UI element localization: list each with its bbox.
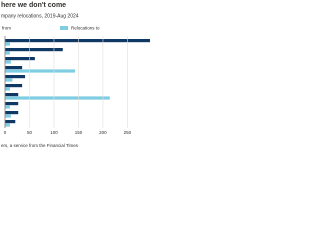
bar bbox=[5, 93, 19, 97]
x-tick-label: 150 bbox=[75, 130, 83, 135]
bar bbox=[5, 48, 63, 52]
legend-label: Relocations to bbox=[71, 26, 100, 31]
bar bbox=[5, 42, 10, 46]
bar bbox=[5, 39, 150, 43]
x-tick-label: 200 bbox=[99, 130, 107, 135]
x-tick-label: 0 bbox=[4, 130, 7, 135]
x-tick-label: 50 bbox=[27, 130, 33, 135]
bar bbox=[5, 75, 26, 79]
bar bbox=[5, 66, 23, 70]
source-note: ers, a service from the Financial Times bbox=[1, 143, 79, 148]
plot-area bbox=[5, 39, 150, 127]
bar bbox=[5, 57, 35, 61]
x-tick-label: 250 bbox=[124, 130, 132, 135]
bar bbox=[5, 87, 10, 91]
bar bbox=[5, 60, 11, 64]
bar bbox=[5, 78, 13, 82]
bar bbox=[5, 51, 10, 55]
bar bbox=[5, 96, 110, 100]
bar bbox=[5, 84, 23, 88]
chart-title: here we don't come bbox=[1, 2, 66, 9]
bar bbox=[5, 120, 16, 124]
bar bbox=[5, 69, 76, 73]
legend-label: from bbox=[2, 26, 11, 31]
bar bbox=[5, 114, 11, 118]
bar bbox=[5, 123, 10, 127]
bar bbox=[5, 102, 19, 106]
chart-subtitle: mpany relocations, 2019-Aug 2024 bbox=[1, 13, 79, 19]
page: {"chart_data": {"type": "hbar", "title":… bbox=[1, 1, 150, 149]
x-tick-label: 100 bbox=[50, 130, 58, 135]
bar bbox=[5, 111, 19, 115]
bar bbox=[5, 105, 10, 109]
legend-swatch bbox=[60, 26, 68, 30]
chart: here we don't come mpany relocations, 20… bbox=[1, 2, 150, 148]
